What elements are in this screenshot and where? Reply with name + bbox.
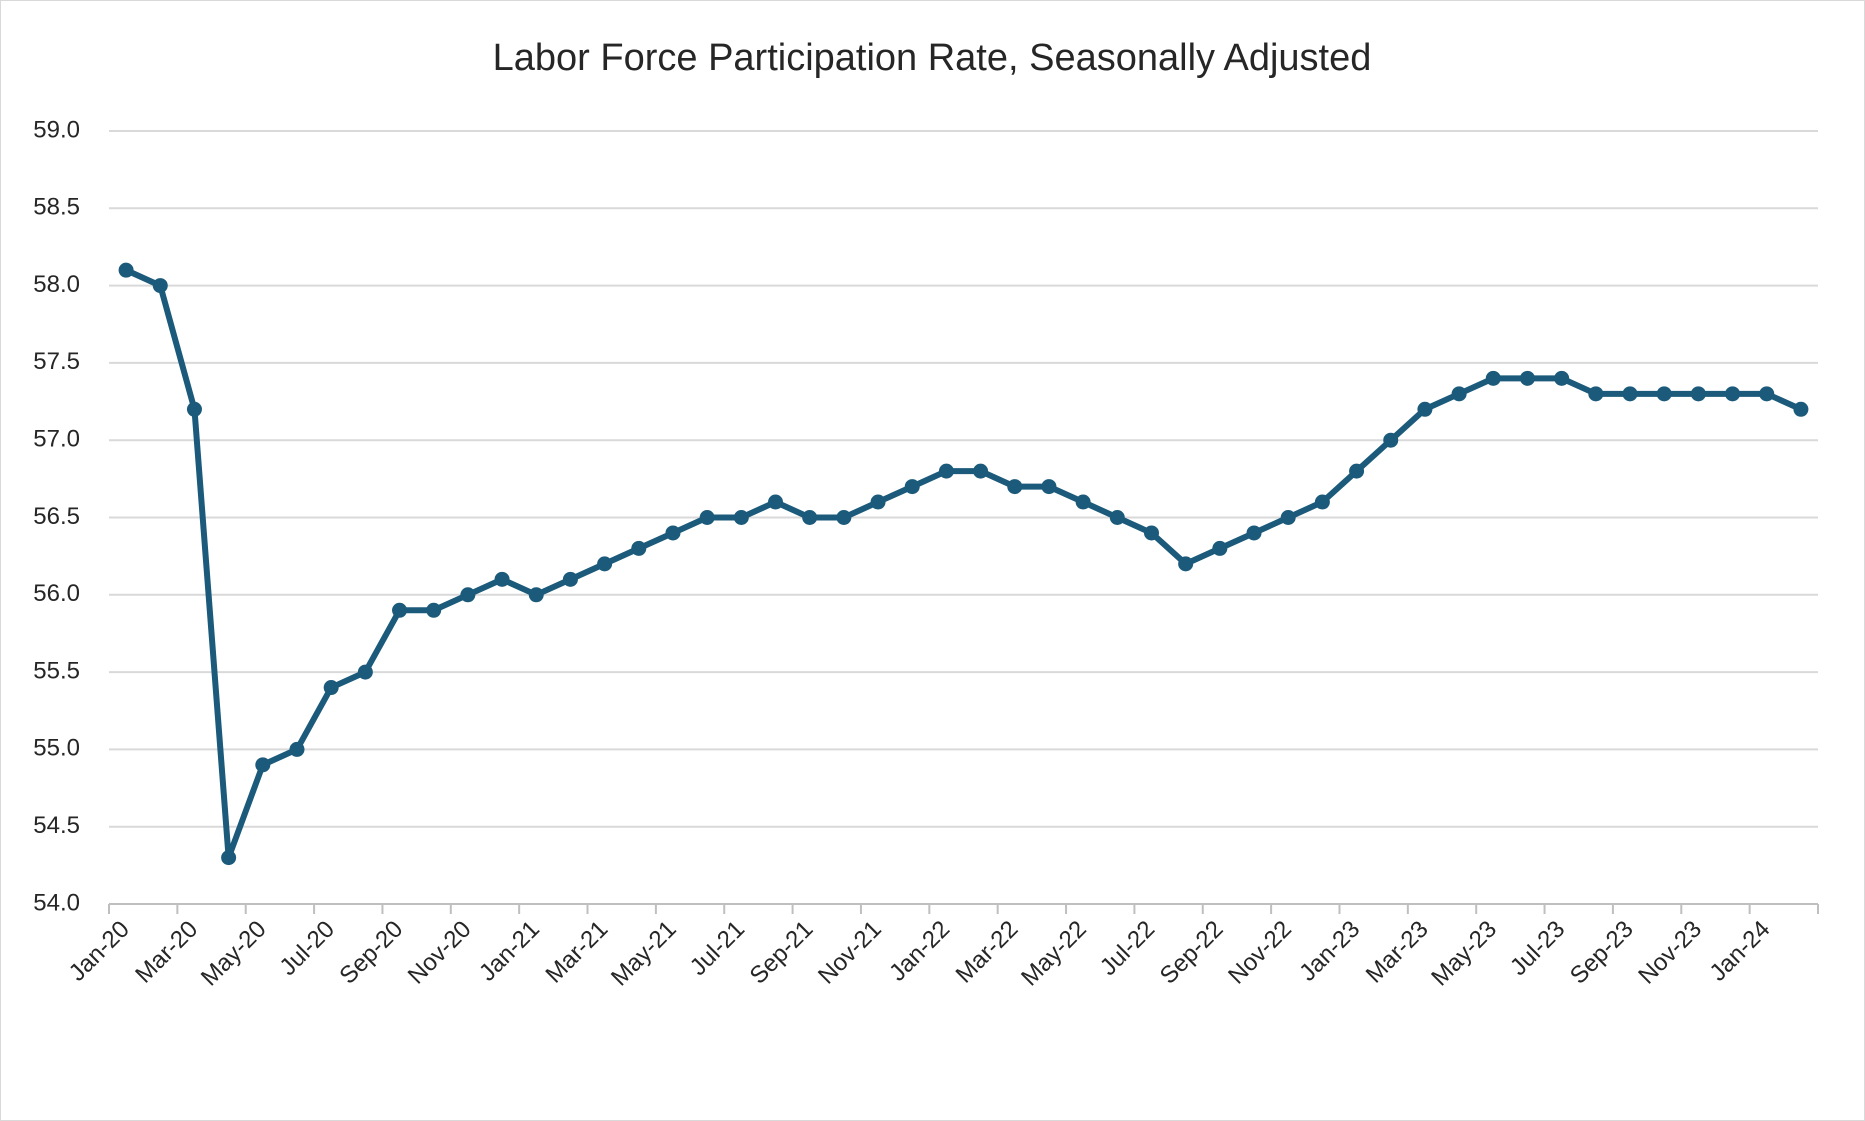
marker bbox=[528, 587, 544, 603]
marker bbox=[221, 850, 237, 866]
marker bbox=[1793, 401, 1809, 417]
marker bbox=[1417, 401, 1433, 417]
marker bbox=[768, 494, 784, 510]
marker bbox=[1759, 386, 1775, 402]
marker bbox=[1349, 463, 1365, 479]
marker bbox=[699, 510, 715, 525]
marker bbox=[1007, 479, 1023, 495]
marker bbox=[426, 602, 442, 618]
y-tick-label: 56.0 bbox=[33, 580, 80, 607]
marker bbox=[631, 540, 647, 556]
y-tick-label: 56.5 bbox=[33, 503, 80, 530]
marker bbox=[392, 602, 408, 618]
marker bbox=[938, 463, 954, 479]
marker bbox=[562, 571, 578, 587]
marker bbox=[1246, 525, 1262, 541]
y-tick-label: 58.0 bbox=[33, 271, 80, 298]
marker bbox=[733, 510, 749, 525]
chart-title: Labor Force Participation Rate, Seasonal… bbox=[493, 37, 1372, 79]
marker bbox=[597, 556, 613, 572]
y-tick-label: 57.0 bbox=[33, 426, 80, 453]
marker bbox=[1690, 386, 1706, 402]
marker bbox=[494, 571, 510, 587]
marker bbox=[1554, 370, 1570, 386]
y-tick-label: 58.5 bbox=[33, 194, 80, 221]
marker bbox=[255, 757, 271, 773]
y-tick-label: 59.0 bbox=[33, 116, 80, 143]
marker bbox=[1109, 510, 1125, 525]
marker bbox=[460, 587, 476, 603]
marker bbox=[1143, 525, 1159, 541]
marker bbox=[289, 741, 305, 757]
marker bbox=[1485, 370, 1501, 386]
marker bbox=[665, 525, 681, 541]
marker bbox=[1451, 386, 1467, 402]
marker bbox=[870, 494, 886, 510]
marker bbox=[1519, 370, 1535, 386]
marker bbox=[1656, 386, 1672, 402]
marker bbox=[904, 479, 920, 495]
marker bbox=[802, 510, 818, 525]
marker bbox=[1041, 479, 1057, 495]
marker bbox=[1588, 386, 1604, 402]
y-tick-label: 54.5 bbox=[33, 812, 80, 839]
marker bbox=[1314, 494, 1330, 510]
marker bbox=[1622, 386, 1638, 402]
marker bbox=[1212, 540, 1228, 556]
marker bbox=[1075, 494, 1091, 510]
marker bbox=[1280, 510, 1296, 525]
marker bbox=[186, 401, 202, 417]
marker bbox=[152, 278, 168, 294]
marker bbox=[1725, 386, 1741, 402]
marker bbox=[973, 463, 989, 479]
marker bbox=[323, 680, 339, 696]
marker bbox=[1178, 556, 1194, 572]
y-tick-label: 55.0 bbox=[33, 735, 80, 762]
y-tick-label: 54.0 bbox=[33, 889, 80, 916]
marker bbox=[118, 262, 134, 278]
marker bbox=[836, 510, 852, 525]
y-tick-label: 57.5 bbox=[33, 348, 80, 375]
marker bbox=[1383, 432, 1399, 448]
y-tick-label: 55.5 bbox=[33, 657, 80, 684]
marker bbox=[357, 664, 373, 680]
